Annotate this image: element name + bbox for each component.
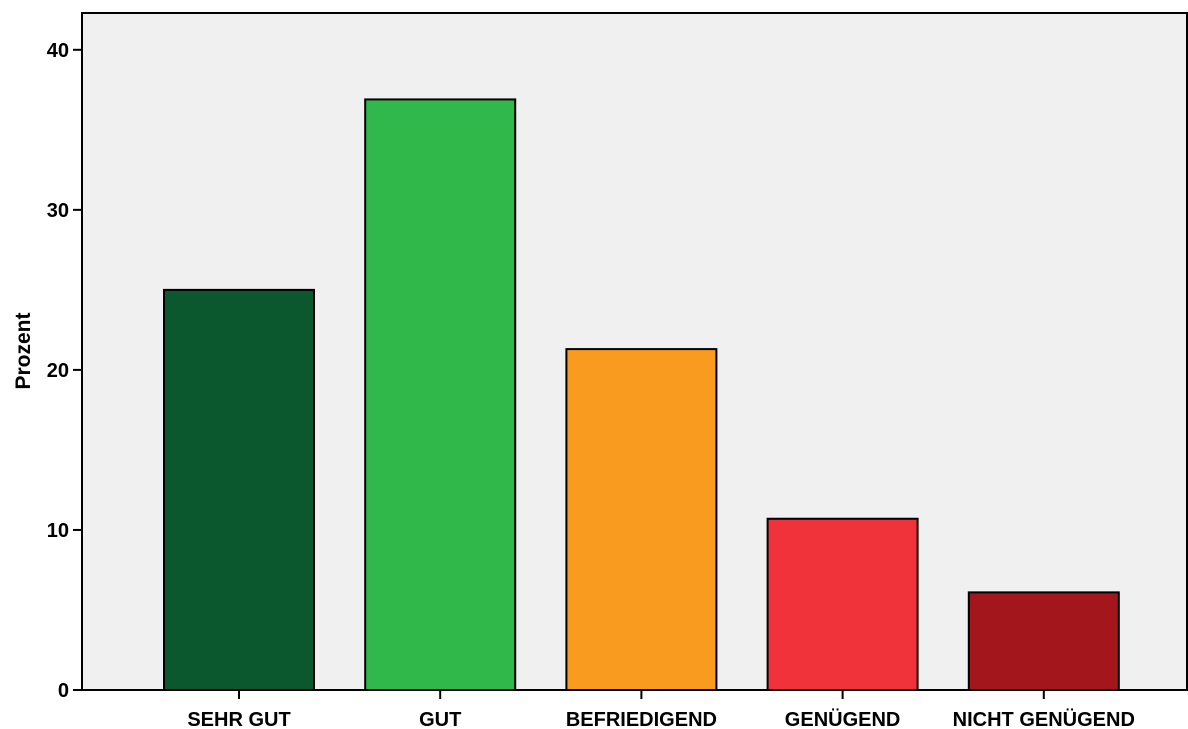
bars [163, 98, 1120, 691]
x-tick-label: GUT [419, 709, 461, 729]
y-axis: 0 10 20 30 40 [47, 13, 83, 702]
y-tick-label: 10 [47, 520, 69, 542]
y-tick-label: 0 [58, 680, 69, 702]
x-axis: SEHR GUT GUT BEFRIEDIGEND GENÜGEND NICHT GEN… [82, 689, 1187, 729]
x-tick-label: SEHR GUT [187, 709, 290, 729]
x-tick-label: NICHT GENÜGEND [953, 708, 1135, 729]
y-axis-title: Prozent [12, 312, 35, 389]
bar-genugend [766, 517, 919, 691]
y-tick-label: 40 [47, 40, 69, 62]
x-tick-label: BEFRIEDIGEND [566, 709, 717, 729]
bar-nicht-genugend [967, 591, 1120, 691]
y-tick-label: 20 [47, 360, 69, 382]
x-tick-label: GENÜGEND [785, 708, 901, 729]
bar-sehr-gut [163, 288, 315, 691]
bar-gut [364, 98, 517, 691]
y-tick-label: 30 [47, 200, 69, 222]
bar-befriedigend [565, 348, 718, 691]
